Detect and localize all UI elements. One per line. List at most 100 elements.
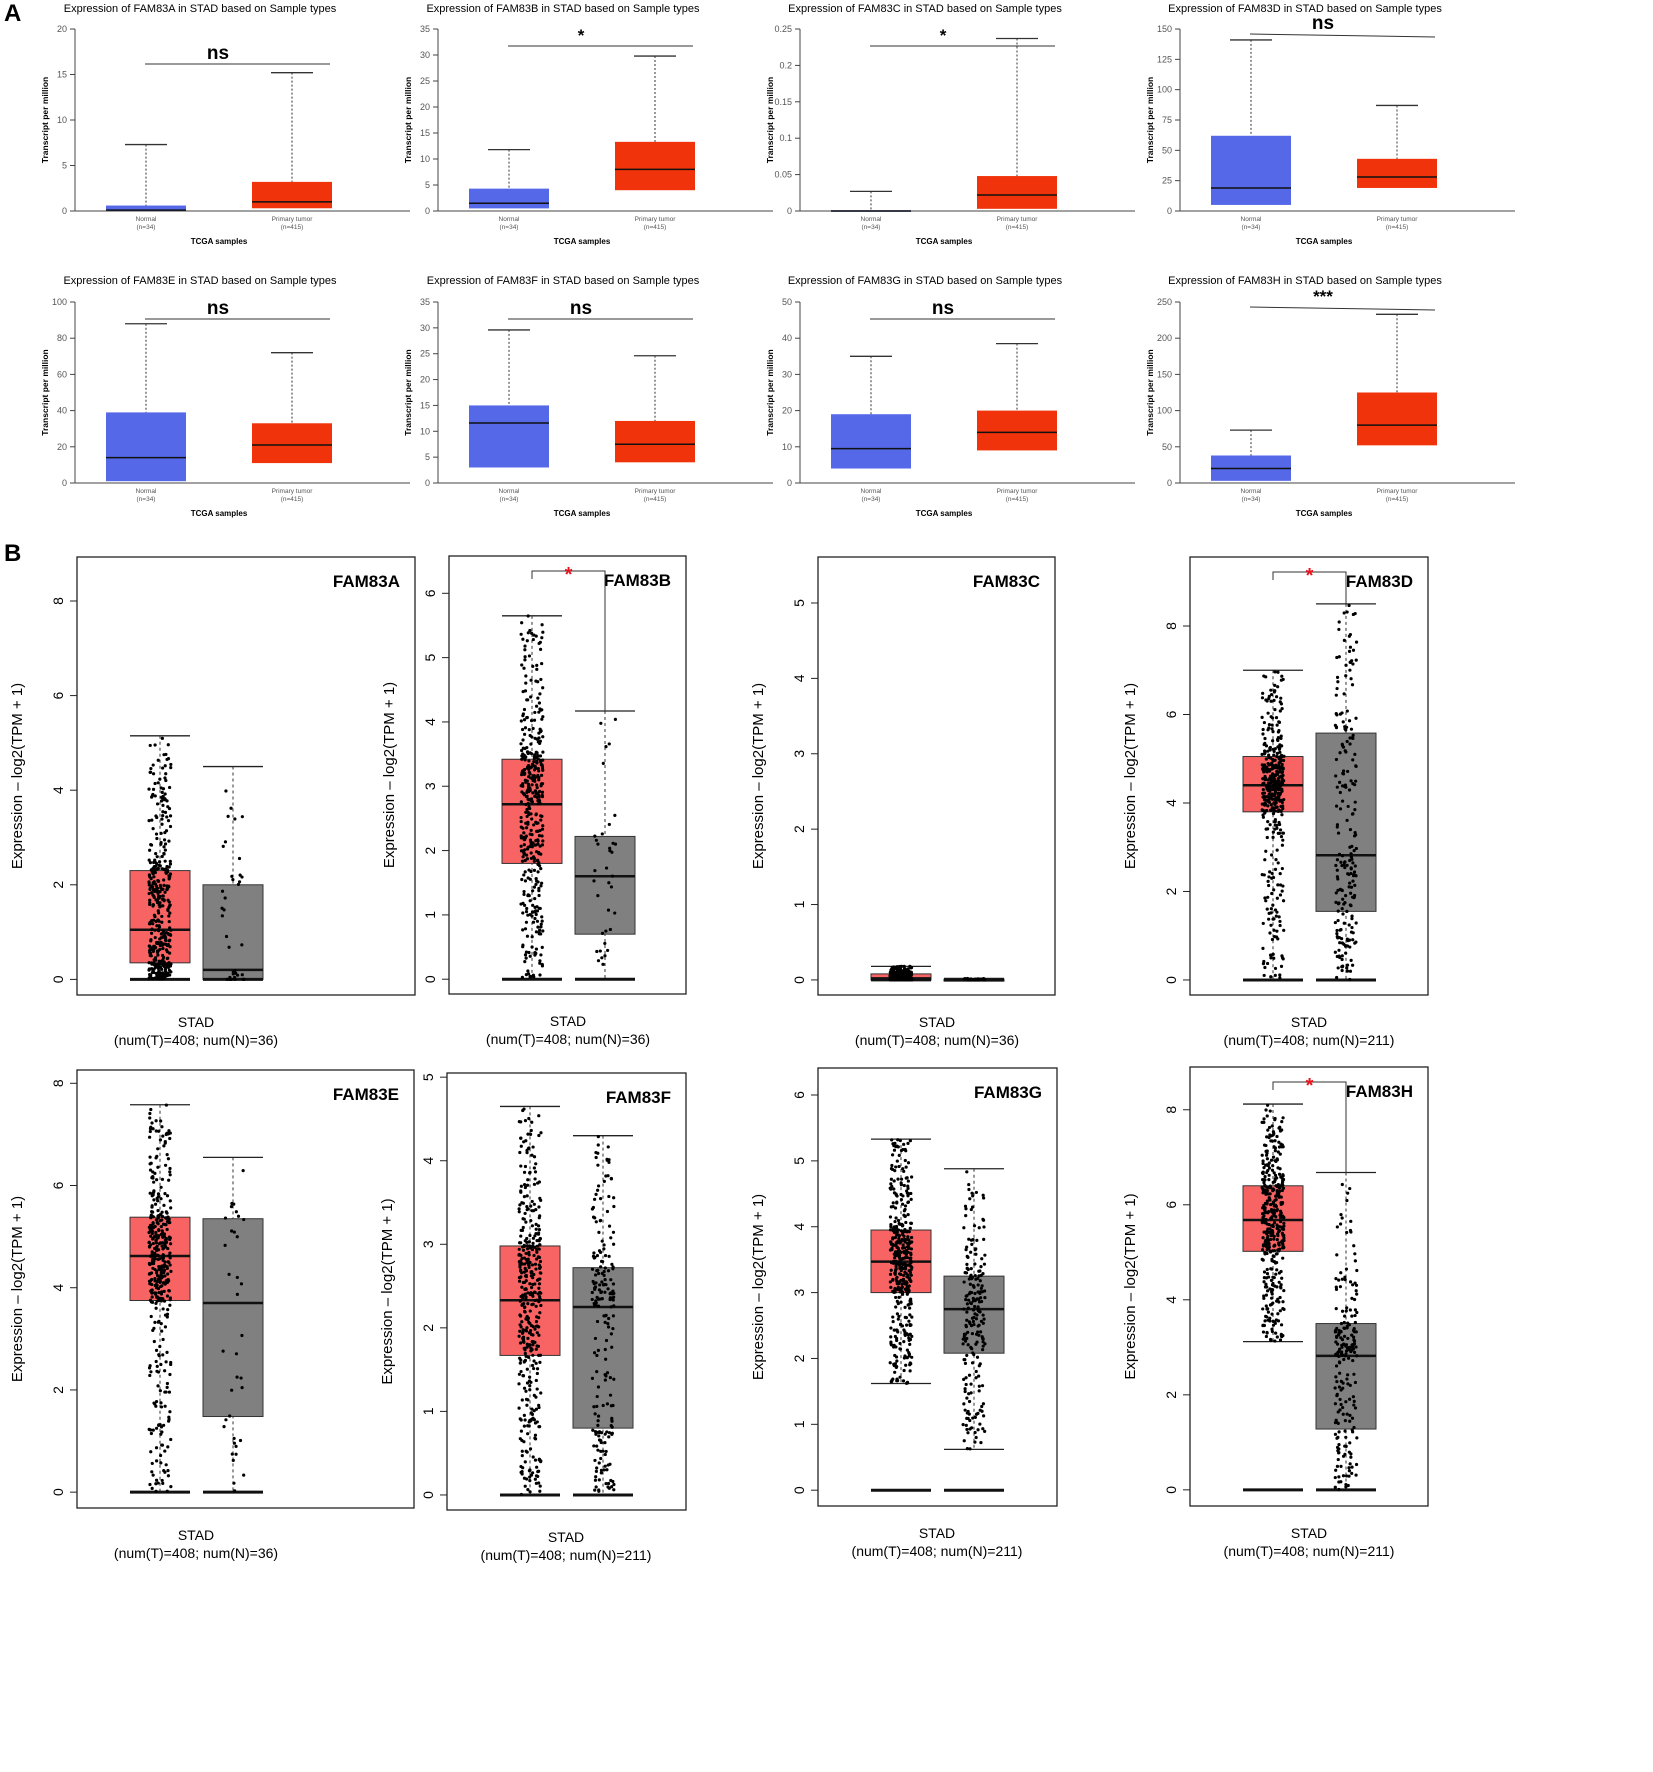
data-point	[1271, 729, 1275, 734]
data-point	[1353, 941, 1357, 945]
data-point	[1279, 696, 1283, 700]
data-point	[162, 1144, 166, 1148]
data-point	[156, 976, 160, 981]
data-point	[166, 819, 171, 823]
data-point	[160, 817, 164, 821]
data-point	[151, 1215, 155, 1219]
data-point	[903, 1333, 907, 1337]
data-point	[1277, 808, 1281, 813]
y-tick-label: 0	[62, 206, 67, 216]
data-point	[169, 1362, 173, 1367]
data-point	[148, 1135, 152, 1139]
data-point	[977, 1364, 981, 1368]
data-point	[533, 753, 537, 757]
data-point	[158, 943, 162, 948]
data-point	[523, 1460, 527, 1464]
data-point	[596, 1385, 601, 1389]
gene-label: FAM83H	[1346, 1082, 1413, 1101]
chart-a-fam83h: Expression of FAM83H in STAD based on Sa…	[1145, 275, 1515, 518]
data-point	[910, 1175, 914, 1179]
data-point	[163, 1369, 167, 1373]
data-point	[1353, 1406, 1358, 1410]
data-point	[606, 1481, 611, 1486]
data-point	[168, 938, 172, 942]
data-point	[165, 868, 169, 872]
data-point	[597, 1461, 601, 1465]
data-point	[534, 876, 538, 881]
data-point	[1265, 1289, 1270, 1293]
data-point	[1265, 1157, 1269, 1161]
data-point	[519, 742, 523, 746]
data-point	[1275, 751, 1279, 755]
data-point	[967, 1237, 971, 1241]
data-point	[155, 1364, 159, 1368]
sample-counts: (num(T)=408; num(N)=36)	[855, 1032, 1019, 1048]
data-point	[961, 1422, 965, 1427]
box-normal	[469, 405, 549, 468]
data-point	[1279, 834, 1284, 839]
y-tick-label: 2	[50, 881, 66, 889]
data-point	[240, 1333, 244, 1338]
data-point	[1280, 954, 1284, 958]
category-label: Normal	[1241, 216, 1263, 223]
data-point	[598, 1218, 603, 1223]
data-point	[168, 1166, 172, 1171]
data-point	[151, 1428, 155, 1432]
data-point	[536, 791, 540, 795]
data-point	[896, 1239, 900, 1243]
data-point	[227, 945, 231, 949]
data-point	[160, 1430, 164, 1434]
data-point	[540, 881, 544, 885]
data-point	[1335, 935, 1339, 939]
data-point	[161, 1337, 165, 1342]
data-point	[1354, 1289, 1358, 1293]
data-point	[1263, 858, 1267, 862]
data-point	[161, 1134, 165, 1138]
data-point	[538, 1243, 542, 1247]
data-point	[1268, 1287, 1272, 1291]
data-point	[523, 644, 527, 648]
data-point	[605, 1209, 610, 1214]
data-point	[910, 1315, 914, 1319]
data-point	[603, 1253, 608, 1258]
data-point	[541, 929, 545, 933]
data-point	[909, 1197, 913, 1202]
significance-label: *	[578, 26, 585, 45]
data-point	[163, 776, 167, 780]
data-point	[1340, 888, 1344, 893]
data-point	[1275, 929, 1279, 933]
y-tick-label: 0.05	[774, 170, 792, 180]
data-point	[1347, 788, 1352, 792]
data-point	[1334, 863, 1338, 868]
data-point	[168, 945, 172, 949]
data-point	[970, 1361, 975, 1365]
data-point	[533, 1290, 537, 1295]
data-point	[531, 1416, 535, 1420]
data-point	[899, 1278, 903, 1282]
data-point	[1340, 957, 1344, 962]
data-point	[1347, 1466, 1351, 1470]
data-point	[1338, 1347, 1342, 1351]
data-point	[963, 1204, 968, 1208]
data-point	[979, 1440, 983, 1445]
data-point	[530, 1471, 535, 1475]
data-point	[519, 800, 523, 804]
data-point	[151, 1170, 155, 1174]
data-point	[906, 1213, 910, 1217]
data-point	[525, 745, 529, 750]
data-point	[1282, 1236, 1286, 1240]
data-point	[1261, 1244, 1266, 1248]
data-point	[154, 958, 158, 962]
data-point	[518, 1361, 522, 1365]
data-point	[1267, 795, 1271, 799]
data-point	[537, 1247, 541, 1251]
data-point	[892, 1230, 897, 1235]
data-point	[159, 975, 163, 979]
data-point	[1262, 873, 1266, 877]
data-point	[532, 1182, 537, 1186]
x-axis-label: TCGA samples	[191, 509, 248, 518]
data-point	[899, 1177, 904, 1181]
data-point	[1281, 1145, 1285, 1149]
data-point	[609, 1332, 614, 1336]
data-point	[963, 1357, 967, 1362]
